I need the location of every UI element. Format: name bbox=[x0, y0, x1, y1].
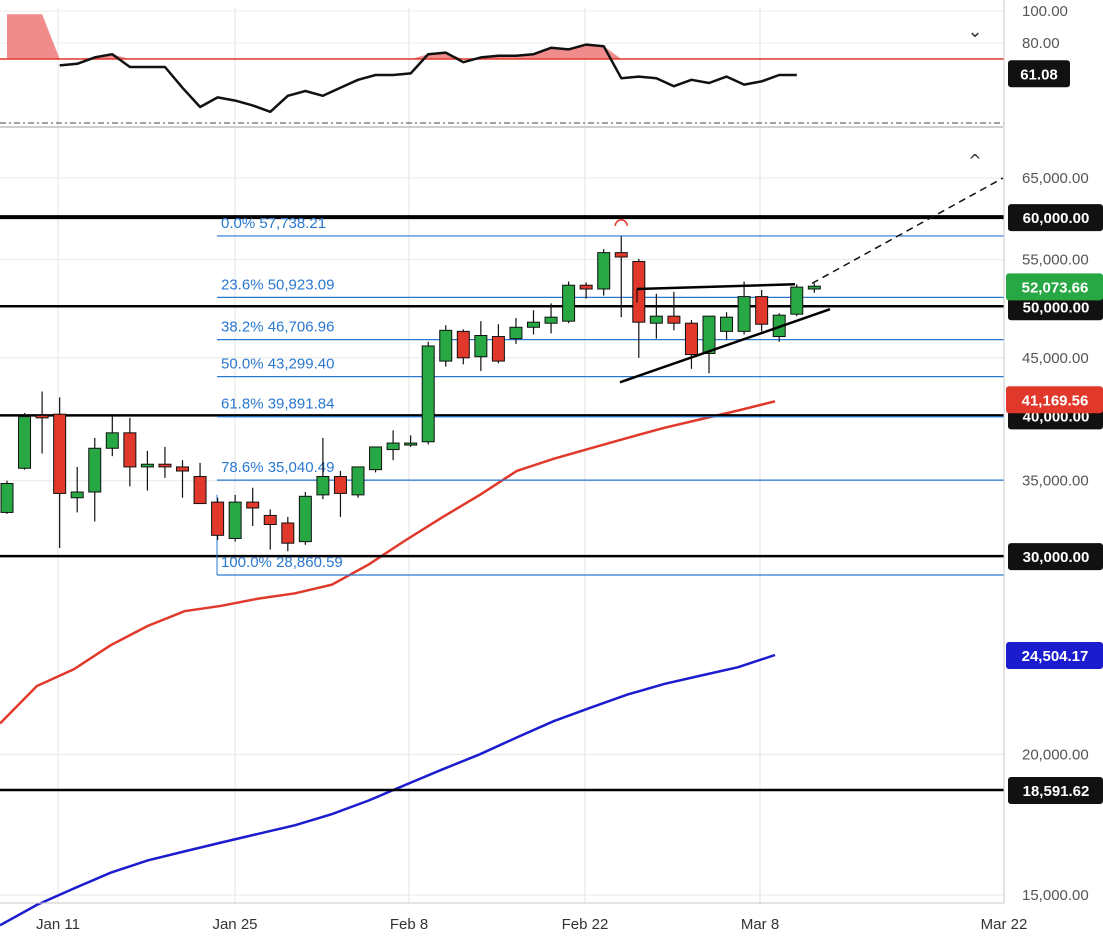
level-value-label: 30,000.00 bbox=[1023, 549, 1090, 566]
moving-average-value-badge bbox=[1006, 642, 1103, 670]
fibonacci-level-label: 78.6% 35,040.49 bbox=[221, 459, 334, 476]
candle-body bbox=[211, 501, 225, 536]
candle-body bbox=[684, 322, 698, 356]
price-tick-label: 45,000.00 bbox=[1022, 350, 1089, 367]
candle-body bbox=[456, 330, 470, 359]
candle-body bbox=[491, 336, 505, 362]
candle-body bbox=[597, 252, 611, 290]
candle-body bbox=[351, 466, 365, 496]
level-value-badge bbox=[1008, 543, 1103, 571]
candle-body bbox=[807, 285, 821, 290]
candle-body bbox=[527, 321, 540, 328]
candle-body bbox=[720, 316, 734, 332]
oscillator-value-label: 61.08 bbox=[1020, 66, 1058, 83]
overbought-area bbox=[7, 14, 797, 59]
support-trendline bbox=[619, 308, 831, 384]
candle-body bbox=[0, 482, 14, 513]
candle-body bbox=[386, 442, 400, 451]
candle-body bbox=[35, 414, 49, 419]
fibonacci-level-label: 23.6% 50,923.09 bbox=[221, 276, 334, 293]
candle-body bbox=[509, 326, 523, 340]
candle-body bbox=[579, 284, 593, 290]
candle-body bbox=[737, 296, 751, 332]
moving-average-value-badge bbox=[1006, 386, 1103, 414]
oscillator-line bbox=[59, 43, 797, 114]
expand-price-chevron-icon[interactable]: ^ bbox=[968, 151, 981, 170]
candle-body bbox=[614, 252, 628, 258]
moving-average-line bbox=[0, 653, 776, 927]
candle-body bbox=[88, 447, 102, 493]
candle-body bbox=[263, 514, 277, 526]
candle-body bbox=[421, 345, 435, 443]
price-tick-label: 55,000.00 bbox=[1022, 252, 1089, 269]
candle-body bbox=[228, 501, 242, 539]
resistance-trendline bbox=[636, 283, 796, 291]
oscillator-value-badge bbox=[1008, 60, 1070, 88]
fibonacci-level-label: 100.0% 28,860.59 bbox=[221, 554, 343, 571]
candle-body bbox=[281, 522, 295, 544]
current-price-label: 52,073.66 bbox=[1022, 279, 1089, 296]
date-tick-label: Mar 22 bbox=[981, 916, 1028, 933]
moving-average-line bbox=[0, 400, 776, 725]
date-tick-label: Jan 25 bbox=[212, 916, 257, 933]
peak-marker bbox=[614, 219, 628, 227]
candle-body bbox=[18, 416, 32, 469]
price-tick-label: 35,000.00 bbox=[1022, 473, 1089, 490]
candle-body bbox=[158, 463, 172, 468]
candle-body bbox=[544, 316, 558, 324]
candle-body bbox=[562, 284, 576, 322]
fibonacci-level-label: 38.2% 46,706.96 bbox=[221, 319, 334, 336]
candle-body bbox=[105, 432, 119, 449]
moving-average-value-label: 24,504.17 bbox=[1022, 648, 1089, 665]
price-panel: 0.0% 57,738.21 23.6% 50,923.09 38.2% 46,70… bbox=[0, 177, 1004, 927]
candle-body bbox=[298, 495, 312, 543]
fibonacci-level-label: 0.0% 57,738.21 bbox=[221, 215, 326, 232]
candle-body bbox=[755, 296, 769, 325]
candle-body bbox=[193, 476, 207, 505]
candle-body bbox=[439, 329, 453, 362]
candle-body bbox=[53, 413, 67, 494]
current-price-badge bbox=[1006, 273, 1103, 301]
candle-body bbox=[333, 476, 347, 494]
moving-average-value-label: 41,169.56 bbox=[1022, 392, 1089, 409]
date-tick-label: Feb 22 bbox=[562, 916, 609, 933]
price-tick-label: 15,000.00 bbox=[1022, 887, 1089, 904]
date-tick-label: Mar 8 bbox=[741, 916, 779, 933]
candle-body bbox=[176, 466, 189, 472]
date-tick-label: Jan 11 bbox=[36, 916, 80, 933]
candle-body bbox=[404, 442, 418, 446]
candle-body bbox=[632, 260, 646, 323]
candle-body bbox=[790, 286, 804, 315]
candle-body bbox=[702, 315, 716, 354]
collapse-oscillator-chevron-icon[interactable]: ⌄ bbox=[967, 21, 982, 42]
oscillator-panel bbox=[0, 14, 1004, 124]
date-tick-label: Feb 8 bbox=[390, 916, 428, 933]
price-tick-label: 20,000.00 bbox=[1022, 746, 1089, 763]
level-value-label: 60,000.00 bbox=[1023, 210, 1090, 227]
level-value-badge bbox=[1008, 777, 1103, 805]
candle-body bbox=[369, 446, 383, 471]
level-value-badge bbox=[1008, 204, 1103, 232]
price-tick-label: 65,000.00 bbox=[1022, 170, 1089, 187]
fibonacci-level-label: 61.8% 39,891.84 bbox=[221, 396, 334, 413]
level-value-label: 18,591.62 bbox=[1023, 783, 1090, 800]
candle-body bbox=[123, 432, 137, 468]
fibonacci-level-label: 50.0% 43,299.40 bbox=[221, 356, 334, 373]
projection-line bbox=[811, 177, 1004, 285]
candle-body bbox=[649, 315, 663, 324]
candle-body bbox=[246, 501, 260, 509]
candle-body bbox=[316, 476, 330, 496]
level-value-label: 50,000.00 bbox=[1023, 299, 1090, 316]
candle-body bbox=[140, 463, 154, 468]
candle-body bbox=[474, 335, 488, 358]
oscillator-tick-label: 80.00 bbox=[1022, 35, 1060, 52]
candle-body bbox=[70, 491, 84, 499]
candle-body bbox=[667, 315, 681, 324]
oscillator-tick-label: 100.00 bbox=[1022, 3, 1068, 20]
